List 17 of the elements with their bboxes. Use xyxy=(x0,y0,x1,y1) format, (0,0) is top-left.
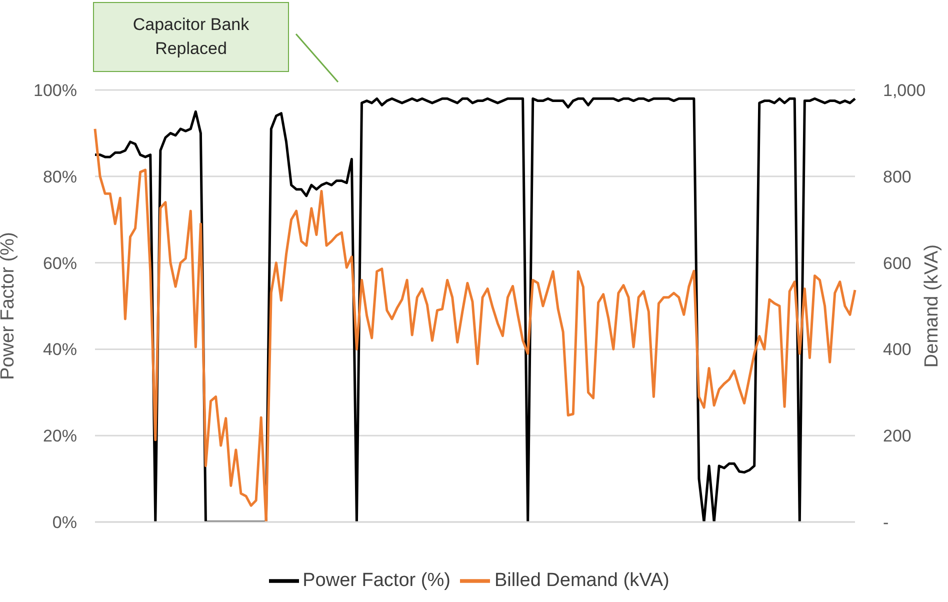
text: Capacitor Bank Replaced xyxy=(93,2,289,72)
y2-axis-title: Demand (kVA) xyxy=(922,244,943,368)
y-tick-label: 100% xyxy=(34,81,77,100)
legend-label: Power Factor (%) xyxy=(302,570,450,592)
y-tick-label: 40% xyxy=(42,340,77,360)
legend-label: Billed Demand (kVA) xyxy=(494,570,670,592)
y-tick-label: 0% xyxy=(52,513,77,532)
y-tick-label: 80% xyxy=(42,167,77,186)
y2-tick-label: 200 xyxy=(883,426,912,446)
y2-tick-label: 1,000 xyxy=(883,81,926,100)
y-tick-label: 60% xyxy=(42,254,77,273)
y-axis-title: Power Factor (%) xyxy=(0,232,19,380)
y2-tick-label: 800 xyxy=(883,167,912,186)
y2-tick-label: - xyxy=(883,513,889,532)
y-tick-label: 20% xyxy=(42,426,77,446)
y2-tick-label: 600 xyxy=(883,254,912,273)
y2-tick-label: 400 xyxy=(883,340,912,360)
